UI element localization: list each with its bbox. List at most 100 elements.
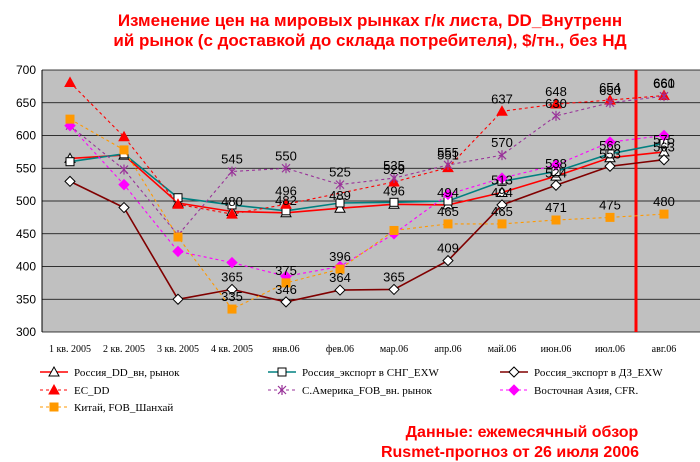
data-label-36: 465 bbox=[437, 204, 459, 219]
data-label-9: 654 bbox=[599, 80, 621, 95]
point-2-5 bbox=[334, 284, 346, 296]
point-3-9 bbox=[550, 98, 562, 109]
point-5-8 bbox=[496, 172, 508, 184]
point-2-3 bbox=[226, 283, 238, 296]
point-4-4 bbox=[281, 163, 291, 174]
series-line-2 bbox=[69, 158, 665, 303]
point-5-10 bbox=[604, 136, 616, 148]
data-label-35: 365 bbox=[383, 269, 405, 284]
data-label-25: 553 bbox=[599, 146, 621, 161]
x-tick-label-8: май.06 bbox=[488, 344, 517, 355]
data-label-8: 630 bbox=[545, 96, 567, 111]
data-label-10: 650 bbox=[599, 83, 621, 98]
x-tick-label-7: апр.06 bbox=[434, 344, 461, 355]
point-2-1 bbox=[118, 201, 130, 214]
data-label-5: 570 bbox=[491, 135, 513, 150]
legend-marker-6 bbox=[49, 402, 59, 412]
point-6-2 bbox=[173, 232, 183, 242]
y-tick-label-3: 450 bbox=[16, 227, 36, 241]
point-3-3 bbox=[226, 208, 238, 219]
data-label-7: 648 bbox=[545, 84, 567, 99]
data-label-41: 480 bbox=[653, 194, 675, 209]
data-label-32: 396 bbox=[329, 249, 351, 264]
data-label-39: 471 bbox=[545, 200, 567, 215]
data-label-34: 496 bbox=[383, 184, 405, 199]
legend-item-2: Россия_экспорт в ДЗ_EXW bbox=[500, 366, 663, 379]
footer-line1: Данные: ежемесячный обзор bbox=[406, 424, 639, 441]
point-2-6 bbox=[388, 283, 400, 296]
data-label-26: 575 bbox=[653, 132, 675, 147]
data-label-12: 660 bbox=[653, 76, 675, 91]
point-4-9 bbox=[551, 110, 561, 121]
legend-marker-2 bbox=[508, 366, 520, 378]
point-0-8 bbox=[496, 186, 508, 197]
series-line-4 bbox=[69, 95, 665, 236]
legend-label-5: Восточная Азия, CFR. bbox=[534, 385, 639, 397]
point-3-1 bbox=[118, 130, 130, 142]
chart-title-line2: ий рынок (с доставкой до склада потребит… bbox=[113, 31, 626, 50]
point-6-9 bbox=[551, 215, 561, 225]
x-tick-label-2: 3 кв. 2005 bbox=[157, 344, 199, 355]
x-tick-label-3: 4 кв. 2005 bbox=[211, 344, 253, 355]
point-4-7 bbox=[443, 159, 453, 170]
data-label-11: 661 bbox=[653, 76, 675, 91]
point-3-0 bbox=[64, 76, 76, 87]
footer-line2: Rusmet-прогноз от 26 июля 2006 bbox=[381, 444, 639, 461]
point-4-6 bbox=[389, 173, 399, 184]
data-label-19: 494 bbox=[437, 185, 459, 200]
data-label-24: 566 bbox=[599, 138, 621, 153]
point-6-7 bbox=[443, 219, 453, 229]
point-4-11 bbox=[659, 91, 669, 102]
series-group bbox=[64, 76, 670, 314]
point-1-0 bbox=[65, 157, 75, 167]
x-axis: 1 кв. 2005 2 кв. 2005 3 кв. 2005 4 кв. 2005… bbox=[49, 344, 676, 355]
gridlines bbox=[42, 69, 700, 333]
point-6-8 bbox=[497, 219, 507, 229]
series-line-5 bbox=[69, 125, 665, 277]
data-label-38: 465 bbox=[491, 204, 513, 219]
y-tick-label-6: 600 bbox=[16, 129, 36, 143]
series-line-0 bbox=[69, 151, 665, 214]
point-6-11 bbox=[659, 209, 669, 219]
legend-item-6: Китай, FOB_Шанхай bbox=[40, 402, 173, 414]
legend-label-6: Китай, FOB_Шанхай bbox=[74, 402, 173, 414]
x-tick-label-5: фев.06 bbox=[326, 344, 354, 355]
point-6-5 bbox=[335, 264, 345, 274]
point-2-11 bbox=[658, 154, 670, 166]
legend-item-3: ЕС_DD bbox=[40, 383, 110, 397]
point-3-8 bbox=[496, 105, 508, 116]
y-tick-label-7: 650 bbox=[16, 96, 36, 110]
point-2-7 bbox=[442, 254, 454, 267]
point-6-6 bbox=[389, 225, 399, 235]
data-label-18: 551 bbox=[437, 148, 459, 163]
data-label-23: 524 bbox=[545, 165, 567, 180]
legend-marker-5 bbox=[508, 384, 520, 396]
legend-marker-3 bbox=[48, 383, 60, 395]
point-4-1 bbox=[119, 164, 129, 175]
point-0-5 bbox=[334, 202, 346, 213]
point-1-10 bbox=[605, 149, 615, 159]
data-label-3: 535 bbox=[383, 158, 405, 173]
x-tick-label-6: мар.06 bbox=[380, 344, 408, 355]
x-tick-label-4: янв.06 bbox=[272, 344, 299, 355]
point-5-11 bbox=[658, 129, 670, 142]
legend-item-5: Восточная Азия, CFR. bbox=[500, 384, 639, 397]
data-label-33: 364 bbox=[329, 270, 351, 285]
x-tick-label-1: 2 кв. 2005 bbox=[103, 344, 145, 355]
legend-item-1: Россия_экспорт в СНГ_EXW bbox=[268, 367, 440, 379]
data-label-31: 346 bbox=[275, 282, 297, 297]
data-label-22: 538 bbox=[545, 156, 567, 171]
chart-title-line1: Изменение цен на мировых рынках г/к лист… bbox=[118, 11, 622, 30]
series-line-1 bbox=[69, 142, 665, 212]
legend-label-2: Россия_экспорт в ДЗ_EXW bbox=[534, 367, 663, 379]
data-label-6: 637 bbox=[491, 91, 513, 106]
point-2-8 bbox=[496, 199, 508, 211]
point-4-8 bbox=[497, 150, 507, 161]
data-label-29: 335 bbox=[221, 289, 243, 304]
point-1-6 bbox=[389, 197, 399, 207]
data-label-15: 482 bbox=[275, 193, 297, 208]
y-tick-label-2: 400 bbox=[16, 260, 36, 274]
legend-marker-0 bbox=[48, 365, 60, 377]
